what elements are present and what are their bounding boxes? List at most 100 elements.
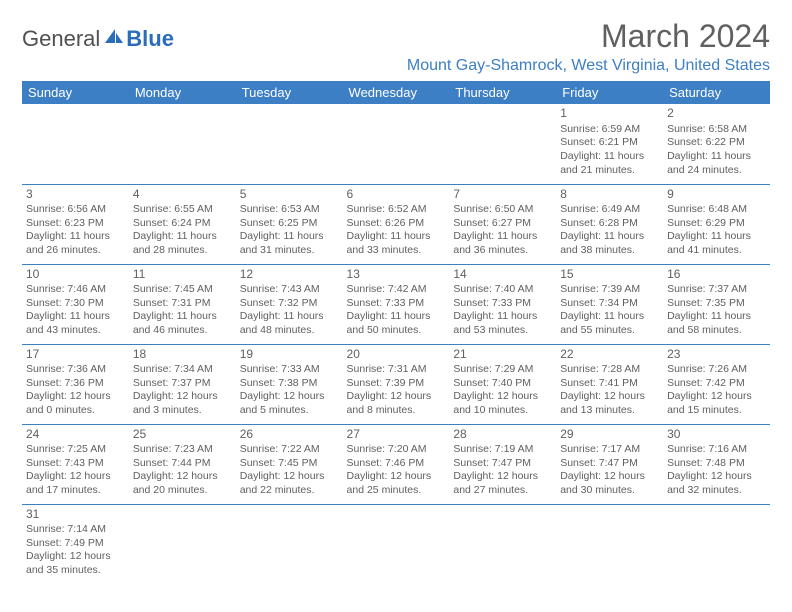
sunrise-text: Sunrise: 6:53 AM: [240, 203, 339, 217]
calendar-cell: 1Sunrise: 6:59 AMSunset: 6:21 PMDaylight…: [556, 104, 663, 184]
sunset-text: Sunset: 7:40 PM: [453, 377, 552, 391]
sunrise-text: Sunrise: 7:45 AM: [133, 283, 232, 297]
day-number: 16: [667, 267, 766, 283]
calendar-cell: 8Sunrise: 6:49 AMSunset: 6:28 PMDaylight…: [556, 184, 663, 264]
day-number: 1: [560, 106, 659, 122]
calendar-row: 24Sunrise: 7:25 AMSunset: 7:43 PMDayligh…: [22, 424, 770, 504]
sunset-text: Sunset: 6:21 PM: [560, 136, 659, 150]
daylight-text: Daylight: 12 hours and 10 minutes.: [453, 390, 552, 417]
sunset-text: Sunset: 6:28 PM: [560, 217, 659, 231]
sunset-text: Sunset: 6:22 PM: [667, 136, 766, 150]
daylight-text: Daylight: 11 hours and 43 minutes.: [26, 310, 125, 337]
calendar-cell: 28Sunrise: 7:19 AMSunset: 7:47 PMDayligh…: [449, 424, 556, 504]
day-number: 21: [453, 347, 552, 363]
daylight-text: Daylight: 11 hours and 48 minutes.: [240, 310, 339, 337]
calendar-cell: 3Sunrise: 6:56 AMSunset: 6:23 PMDaylight…: [22, 184, 129, 264]
sunset-text: Sunset: 7:38 PM: [240, 377, 339, 391]
month-title: March 2024: [407, 18, 770, 55]
sunset-text: Sunset: 7:47 PM: [453, 457, 552, 471]
sunset-text: Sunset: 7:39 PM: [347, 377, 446, 391]
daylight-text: Daylight: 12 hours and 27 minutes.: [453, 470, 552, 497]
day-number: 14: [453, 267, 552, 283]
day-number: 24: [26, 427, 125, 443]
sunrise-text: Sunrise: 7:43 AM: [240, 283, 339, 297]
logo: General Blue: [22, 26, 174, 52]
daylight-text: Daylight: 12 hours and 25 minutes.: [347, 470, 446, 497]
calendar-cell: [129, 104, 236, 184]
calendar-cell: 5Sunrise: 6:53 AMSunset: 6:25 PMDaylight…: [236, 184, 343, 264]
calendar-cell: 15Sunrise: 7:39 AMSunset: 7:34 PMDayligh…: [556, 264, 663, 344]
day-number: 23: [667, 347, 766, 363]
calendar-cell: 24Sunrise: 7:25 AMSunset: 7:43 PMDayligh…: [22, 424, 129, 504]
calendar-cell: 4Sunrise: 6:55 AMSunset: 6:24 PMDaylight…: [129, 184, 236, 264]
sunset-text: Sunset: 7:33 PM: [347, 297, 446, 311]
calendar-cell: 20Sunrise: 7:31 AMSunset: 7:39 PMDayligh…: [343, 344, 450, 424]
sunrise-text: Sunrise: 6:48 AM: [667, 203, 766, 217]
daylight-text: Daylight: 11 hours and 33 minutes.: [347, 230, 446, 257]
calendar-cell: 25Sunrise: 7:23 AMSunset: 7:44 PMDayligh…: [129, 424, 236, 504]
calendar-cell: 19Sunrise: 7:33 AMSunset: 7:38 PMDayligh…: [236, 344, 343, 424]
daylight-text: Daylight: 12 hours and 20 minutes.: [133, 470, 232, 497]
weekday-header: Wednesday: [343, 81, 450, 104]
day-number: 18: [133, 347, 232, 363]
calendar-cell: 30Sunrise: 7:16 AMSunset: 7:48 PMDayligh…: [663, 424, 770, 504]
daylight-text: Daylight: 11 hours and 53 minutes.: [453, 310, 552, 337]
weekday-header: Monday: [129, 81, 236, 104]
sunrise-text: Sunrise: 6:52 AM: [347, 203, 446, 217]
calendar-row: 10Sunrise: 7:46 AMSunset: 7:30 PMDayligh…: [22, 264, 770, 344]
daylight-text: Daylight: 12 hours and 32 minutes.: [667, 470, 766, 497]
day-number: 11: [133, 267, 232, 283]
daylight-text: Daylight: 11 hours and 28 minutes.: [133, 230, 232, 257]
weekday-header: Thursday: [449, 81, 556, 104]
day-number: 20: [347, 347, 446, 363]
sunset-text: Sunset: 7:42 PM: [667, 377, 766, 391]
daylight-text: Daylight: 12 hours and 17 minutes.: [26, 470, 125, 497]
daylight-text: Daylight: 11 hours and 55 minutes.: [560, 310, 659, 337]
day-number: 7: [453, 187, 552, 203]
sunset-text: Sunset: 6:29 PM: [667, 217, 766, 231]
day-number: 19: [240, 347, 339, 363]
calendar-cell: 26Sunrise: 7:22 AMSunset: 7:45 PMDayligh…: [236, 424, 343, 504]
calendar-row: 1Sunrise: 6:59 AMSunset: 6:21 PMDaylight…: [22, 104, 770, 184]
calendar-cell: 12Sunrise: 7:43 AMSunset: 7:32 PMDayligh…: [236, 264, 343, 344]
sunset-text: Sunset: 6:27 PM: [453, 217, 552, 231]
sunrise-text: Sunrise: 7:36 AM: [26, 363, 125, 377]
sunrise-text: Sunrise: 7:17 AM: [560, 443, 659, 457]
sunrise-text: Sunrise: 7:20 AM: [347, 443, 446, 457]
calendar-cell: 16Sunrise: 7:37 AMSunset: 7:35 PMDayligh…: [663, 264, 770, 344]
weekday-header: Friday: [556, 81, 663, 104]
calendar-row: 3Sunrise: 6:56 AMSunset: 6:23 PMDaylight…: [22, 184, 770, 264]
calendar-cell: 13Sunrise: 7:42 AMSunset: 7:33 PMDayligh…: [343, 264, 450, 344]
calendar-cell: 23Sunrise: 7:26 AMSunset: 7:42 PMDayligh…: [663, 344, 770, 424]
calendar-cell: 9Sunrise: 6:48 AMSunset: 6:29 PMDaylight…: [663, 184, 770, 264]
sunrise-text: Sunrise: 6:58 AM: [667, 123, 766, 137]
calendar-cell: 2Sunrise: 6:58 AMSunset: 6:22 PMDaylight…: [663, 104, 770, 184]
calendar-cell: 22Sunrise: 7:28 AMSunset: 7:41 PMDayligh…: [556, 344, 663, 424]
day-number: 22: [560, 347, 659, 363]
sunset-text: Sunset: 7:45 PM: [240, 457, 339, 471]
day-number: 4: [133, 187, 232, 203]
day-number: 6: [347, 187, 446, 203]
sunset-text: Sunset: 7:37 PM: [133, 377, 232, 391]
calendar-cell: [556, 504, 663, 584]
sunrise-text: Sunrise: 7:23 AM: [133, 443, 232, 457]
daylight-text: Daylight: 11 hours and 50 minutes.: [347, 310, 446, 337]
calendar-cell: 10Sunrise: 7:46 AMSunset: 7:30 PMDayligh…: [22, 264, 129, 344]
weekday-header: Saturday: [663, 81, 770, 104]
sunrise-text: Sunrise: 7:28 AM: [560, 363, 659, 377]
day-number: 28: [453, 427, 552, 443]
day-number: 8: [560, 187, 659, 203]
sunset-text: Sunset: 6:23 PM: [26, 217, 125, 231]
calendar-cell: [343, 104, 450, 184]
daylight-text: Daylight: 12 hours and 13 minutes.: [560, 390, 659, 417]
calendar-cell: [236, 104, 343, 184]
sunrise-text: Sunrise: 7:19 AM: [453, 443, 552, 457]
day-number: 2: [667, 106, 766, 122]
calendar-cell: 11Sunrise: 7:45 AMSunset: 7:31 PMDayligh…: [129, 264, 236, 344]
daylight-text: Daylight: 12 hours and 5 minutes.: [240, 390, 339, 417]
calendar-cell: 31Sunrise: 7:14 AMSunset: 7:49 PMDayligh…: [22, 504, 129, 584]
sunset-text: Sunset: 7:44 PM: [133, 457, 232, 471]
sunrise-text: Sunrise: 6:55 AM: [133, 203, 232, 217]
daylight-text: Daylight: 11 hours and 46 minutes.: [133, 310, 232, 337]
sunset-text: Sunset: 7:35 PM: [667, 297, 766, 311]
